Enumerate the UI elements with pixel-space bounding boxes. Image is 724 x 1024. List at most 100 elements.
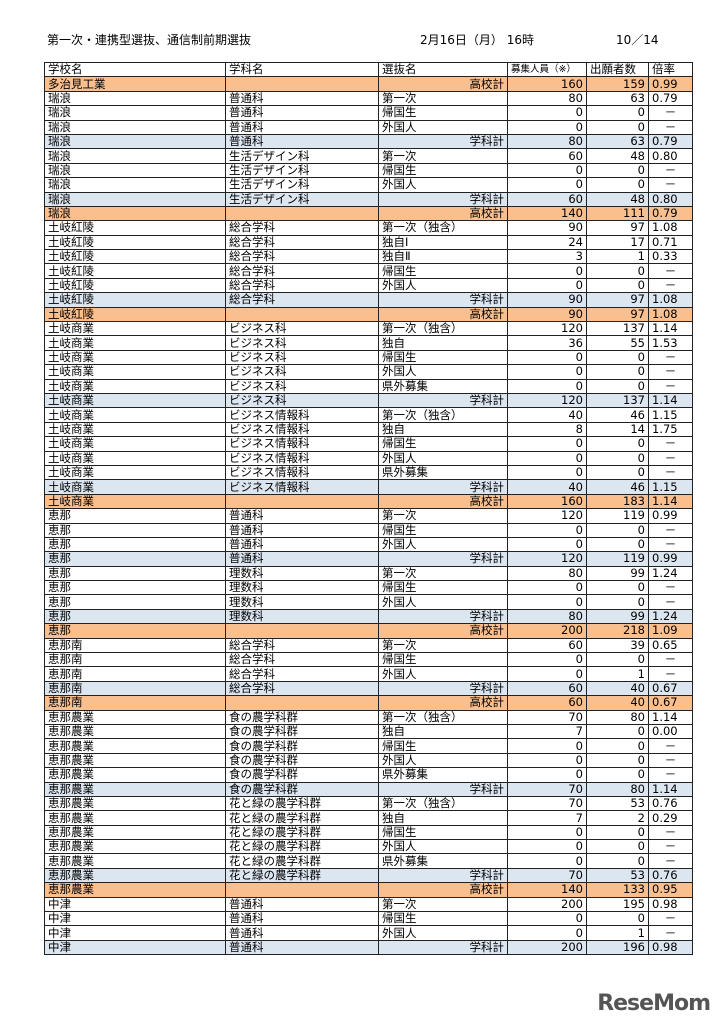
cell-school: 恵那農業 <box>44 752 226 769</box>
cell-selection: 学科計 <box>378 680 508 697</box>
cell-ratio: 0.67 <box>648 695 693 711</box>
table-row: 恵那農業 花と緑の農学科群 県外募集 0 0 － <box>44 853 693 869</box>
cell-course: 普通科 <box>225 896 379 913</box>
cell-capacity: 90 <box>507 220 587 236</box>
cell-school: 土岐商業 <box>44 349 226 366</box>
cell-applicants: 46 <box>586 479 649 495</box>
dept-subtotal-row: 恵那 普通科 学科計 120 119 0.99 <box>44 551 693 567</box>
cell-capacity: 0 <box>507 752 587 769</box>
cell-capacity: 70 <box>507 795 587 812</box>
cell-school: 中津 <box>44 896 226 913</box>
cell-selection: 高校計 <box>378 76 508 92</box>
school-total-row: 恵那農業 高校計 140 133 0.95 <box>44 882 693 898</box>
cell-school: 土岐紅陵 <box>44 263 226 279</box>
cell-school: 多治見工業 <box>44 76 226 92</box>
cell-school: 恵那 <box>44 594 226 610</box>
cell-ratio: － <box>648 853 693 869</box>
cell-ratio: 0.33 <box>648 249 693 265</box>
cell-course: ビジネス科 <box>225 321 379 337</box>
cell-school: 瑞浪 <box>44 90 226 107</box>
cell-capacity: 70 <box>507 867 587 884</box>
cell-school: 瑞浪 <box>44 133 226 150</box>
cell-course: 普通科 <box>225 90 379 107</box>
cell-course: 普通科 <box>225 925 379 941</box>
cell-capacity: 120 <box>507 551 587 567</box>
cell-school: 恵那農業 <box>44 781 226 797</box>
cell-selection: 外国人 <box>378 277 508 294</box>
cell-selection: 学科計 <box>378 781 508 797</box>
table-row: 恵那農業 花と緑の農学科群 帰国生 0 0 － <box>44 824 693 841</box>
cell-school: 恵那 <box>44 623 226 639</box>
cell-ratio: 1.08 <box>648 292 693 308</box>
cell-capacity: 60 <box>507 191 587 207</box>
cell-selection: 外国人 <box>378 364 508 380</box>
cell-capacity: 90 <box>507 292 587 308</box>
cell-ratio: － <box>648 378 693 394</box>
table-row: 瑞浪 生活デザイン科 帰国生 0 0 － <box>44 162 693 179</box>
cell-ratio: 0.80 <box>648 191 693 207</box>
cell-applicants: 0 <box>586 911 649 927</box>
cell-ratio: － <box>648 105 693 121</box>
cell-ratio: 1.14 <box>648 321 693 337</box>
cell-applicants: 48 <box>586 191 649 207</box>
cell-capacity: 60 <box>507 680 587 697</box>
cell-ratio: － <box>648 594 693 610</box>
cell-applicants: 14 <box>586 421 649 438</box>
cell-selection: 帰国生 <box>378 580 508 596</box>
cell-capacity: 0 <box>507 105 587 121</box>
cell-selection: 独自Ⅰ <box>378 234 508 251</box>
page-number: 10／14 <box>616 33 659 47</box>
cell-applicants: 0 <box>586 464 649 481</box>
cell-applicants: 0 <box>586 450 649 466</box>
cell-applicants: 0 <box>586 853 649 869</box>
cell-school: 土岐紅陵 <box>44 220 226 236</box>
cell-school: 瑞浪 <box>44 205 226 222</box>
cell-applicants: 2 <box>586 810 649 826</box>
cell-capacity: 0 <box>507 824 587 841</box>
cell-school: 瑞浪 <box>44 191 226 207</box>
table-row: 恵那南 総合学科 外国人 0 1 － <box>44 666 693 682</box>
table-row: 中津 普通科 帰国生 0 0 － <box>44 911 693 927</box>
cell-school: 恵那農業 <box>44 723 226 740</box>
dept-subtotal-row: 恵那農業 食の農学科群 学科計 70 80 1.14 <box>44 781 693 797</box>
cell-capacity: 0 <box>507 738 587 754</box>
cell-selection: 県外募集 <box>378 767 508 783</box>
cell-ratio: 0.95 <box>648 882 693 898</box>
cell-applicants: 46 <box>586 407 649 423</box>
cell-ratio: － <box>648 767 693 783</box>
cell-applicants: 39 <box>586 637 649 654</box>
table-row: 土岐商業 ビジネス科 外国人 0 0 － <box>44 364 693 380</box>
cell-ratio: － <box>648 738 693 754</box>
cell-course: 生活デザイン科 <box>225 148 379 164</box>
cell-selection: 学科計 <box>378 191 508 207</box>
table-row: 土岐紅陵 総合学科 外国人 0 0 － <box>44 277 693 294</box>
cell-school: 土岐紅陵 <box>44 292 226 308</box>
cell-selection: 高校計 <box>378 623 508 639</box>
cell-school: 恵那 <box>44 551 226 567</box>
cell-ratio: － <box>648 536 693 553</box>
cell-applicants: 97 <box>586 292 649 308</box>
cell-applicants: 1 <box>586 666 649 682</box>
cell-ratio: 0.67 <box>648 680 693 697</box>
cell-school: 恵那 <box>44 608 226 625</box>
cell-ratio: 1.15 <box>648 407 693 423</box>
cell-capacity: 0 <box>507 162 587 179</box>
cell-capacity: 200 <box>507 623 587 639</box>
cell-school: 恵那農業 <box>44 853 226 869</box>
cell-applicants: 159 <box>586 76 649 92</box>
cell-applicants: 196 <box>586 939 649 956</box>
cell-ratio: － <box>648 450 693 466</box>
cell-applicants: 0 <box>586 652 649 668</box>
dept-subtotal-row: 瑞浪 生活デザイン科 学科計 60 48 0.80 <box>44 191 693 207</box>
table-row: 土岐商業 ビジネス科 第一次（独含） 120 137 1.14 <box>44 321 693 337</box>
header-school: 学校名 <box>44 61 226 78</box>
header-ratio: 倍率 <box>648 61 693 78</box>
cell-course: 生活デザイン科 <box>225 162 379 179</box>
cell-selection: 高校計 <box>378 493 508 510</box>
cell-school: 恵那農業 <box>44 767 226 783</box>
dept-subtotal-row: 土岐商業 ビジネス科 学科計 120 137 1.14 <box>44 392 693 409</box>
cell-applicants: 0 <box>586 162 649 179</box>
cell-school: 土岐商業 <box>44 321 226 337</box>
cell-selection: 学科計 <box>378 608 508 625</box>
cell-course: ビジネス情報科 <box>225 436 379 452</box>
